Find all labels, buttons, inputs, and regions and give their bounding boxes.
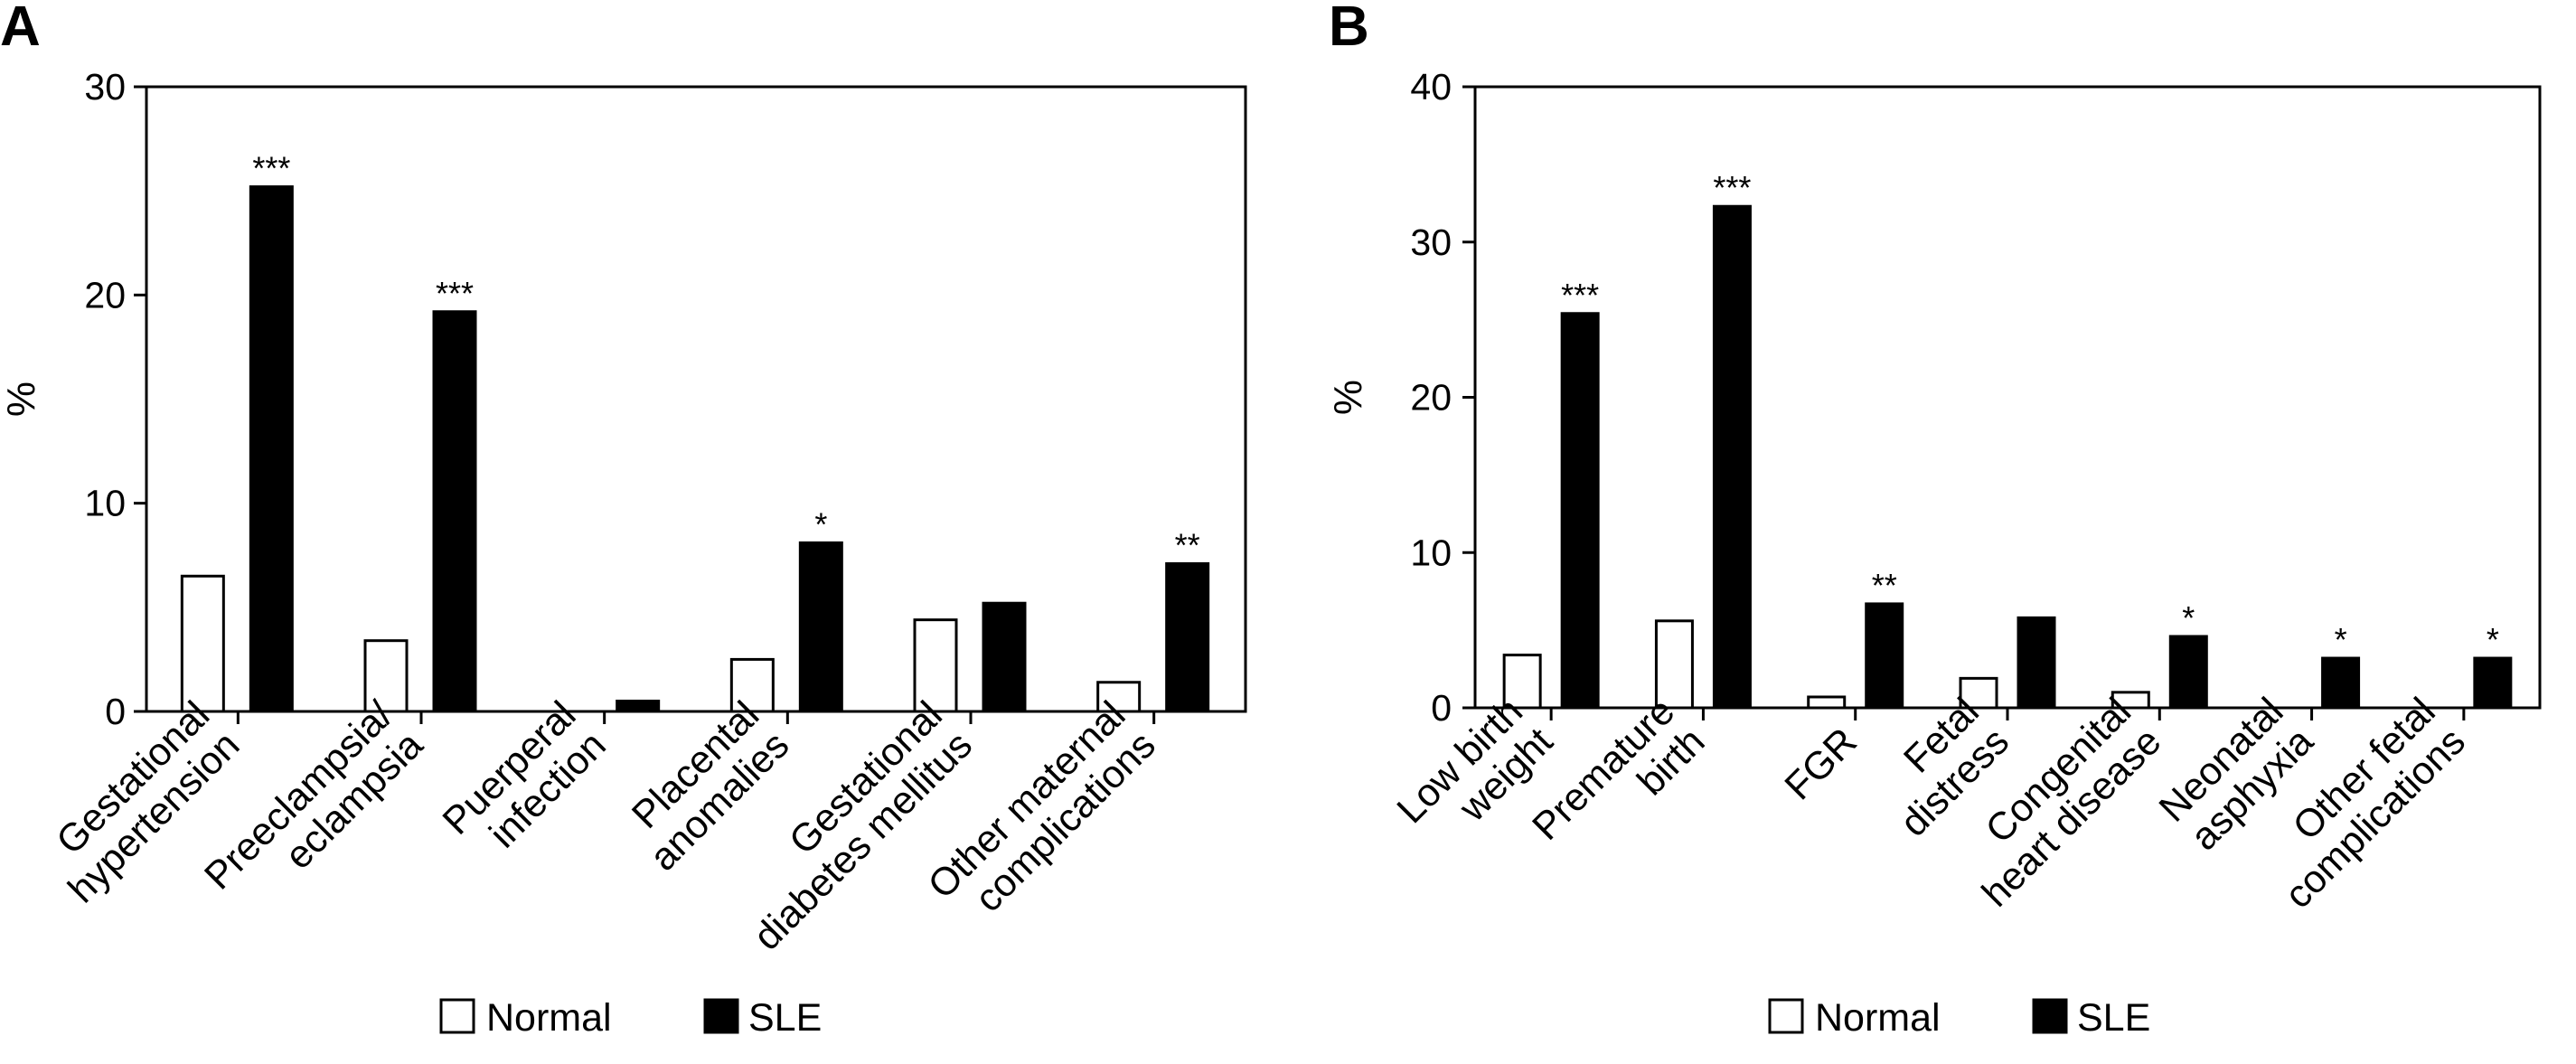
bar-normal [1959, 676, 1998, 710]
y-tick-label: 30 [1410, 221, 1452, 263]
significance-marker: * [814, 505, 827, 542]
significance-marker: *** [1713, 169, 1751, 206]
bar-normal [1096, 681, 1142, 713]
significance-marker: * [2182, 599, 2195, 636]
bar-sle [1165, 561, 1210, 713]
legend-swatch-normal [439, 998, 475, 1034]
panel-letter: B [1329, 0, 1369, 58]
significance-marker: * [2487, 621, 2499, 658]
bar-normal [180, 574, 225, 713]
significance-marker: *** [252, 150, 290, 187]
plot-frame [145, 85, 1247, 713]
significance-marker: ** [1175, 526, 1200, 563]
panel-letter: A [0, 0, 41, 58]
y-tick-label: 10 [84, 483, 126, 524]
x-category-label: Low birthweight [1389, 690, 1562, 862]
bar-normal [1807, 695, 1847, 710]
significance-marker: * [2335, 621, 2347, 658]
x-category-label: FGR [1777, 720, 1866, 808]
bar-normal [2111, 691, 2150, 710]
bar-sle [2321, 656, 2361, 710]
x-category-label: Prematurebirth [1524, 690, 1713, 879]
bar-sle [982, 601, 1027, 713]
x-category-label: Neonatalasphyxia [2151, 690, 2322, 861]
bar-sle [798, 541, 843, 713]
y-tick-label: 20 [84, 274, 126, 315]
legend-label-normal: Normal [486, 996, 612, 1040]
y-tick-label: 0 [105, 691, 126, 732]
legend-label-sle: SLE [2077, 996, 2150, 1040]
bar-sle [2168, 635, 2208, 710]
significance-marker: *** [1561, 277, 1599, 314]
bar-normal [913, 618, 958, 713]
bar-normal [363, 639, 409, 713]
y-axis-title: % [0, 381, 43, 417]
legend: Normal SLE [439, 996, 822, 1040]
legend-swatch-sle [2032, 998, 2068, 1034]
y-tick-label: 20 [1410, 377, 1452, 419]
x-category-label: Puerperalinfection [435, 693, 615, 873]
bar-normal [729, 657, 775, 713]
bar-normal [1502, 654, 1542, 710]
legend-label-sle: SLE [748, 996, 822, 1040]
y-tick-label: 40 [1410, 66, 1452, 108]
panel-a: A0102030%***Gestationalhypertension***Pr… [0, 0, 1247, 1040]
bar-sle [432, 310, 477, 713]
legend-swatch-sle [703, 998, 739, 1034]
significance-marker: ** [1872, 567, 1897, 604]
y-tick-label: 0 [1431, 687, 1452, 729]
legend-label-normal: Normal [1815, 996, 1941, 1040]
plot-frame [1473, 85, 2542, 710]
bar-sle [2473, 656, 2513, 710]
bar-sle [1560, 312, 1600, 710]
legend-swatch-normal [1768, 998, 1804, 1034]
y-axis-title: % [1326, 380, 1370, 415]
x-category-label: Preeclampsia/eclampsia [196, 693, 431, 928]
y-tick-label: 30 [84, 66, 126, 108]
legend: Normal SLE [1768, 996, 2150, 1040]
significance-marker: *** [436, 275, 474, 312]
bar-normal [1654, 619, 1694, 710]
bar-sle [616, 699, 661, 713]
x-category-label: Placentalanomalies [612, 693, 798, 880]
bar-sle [1865, 602, 1904, 710]
bar-sle [2017, 616, 2056, 710]
x-category-label-line: FGR [1777, 720, 1866, 808]
bar-sle [1712, 204, 1752, 710]
y-tick-label: 10 [1410, 532, 1452, 573]
bar-sle [249, 185, 294, 713]
